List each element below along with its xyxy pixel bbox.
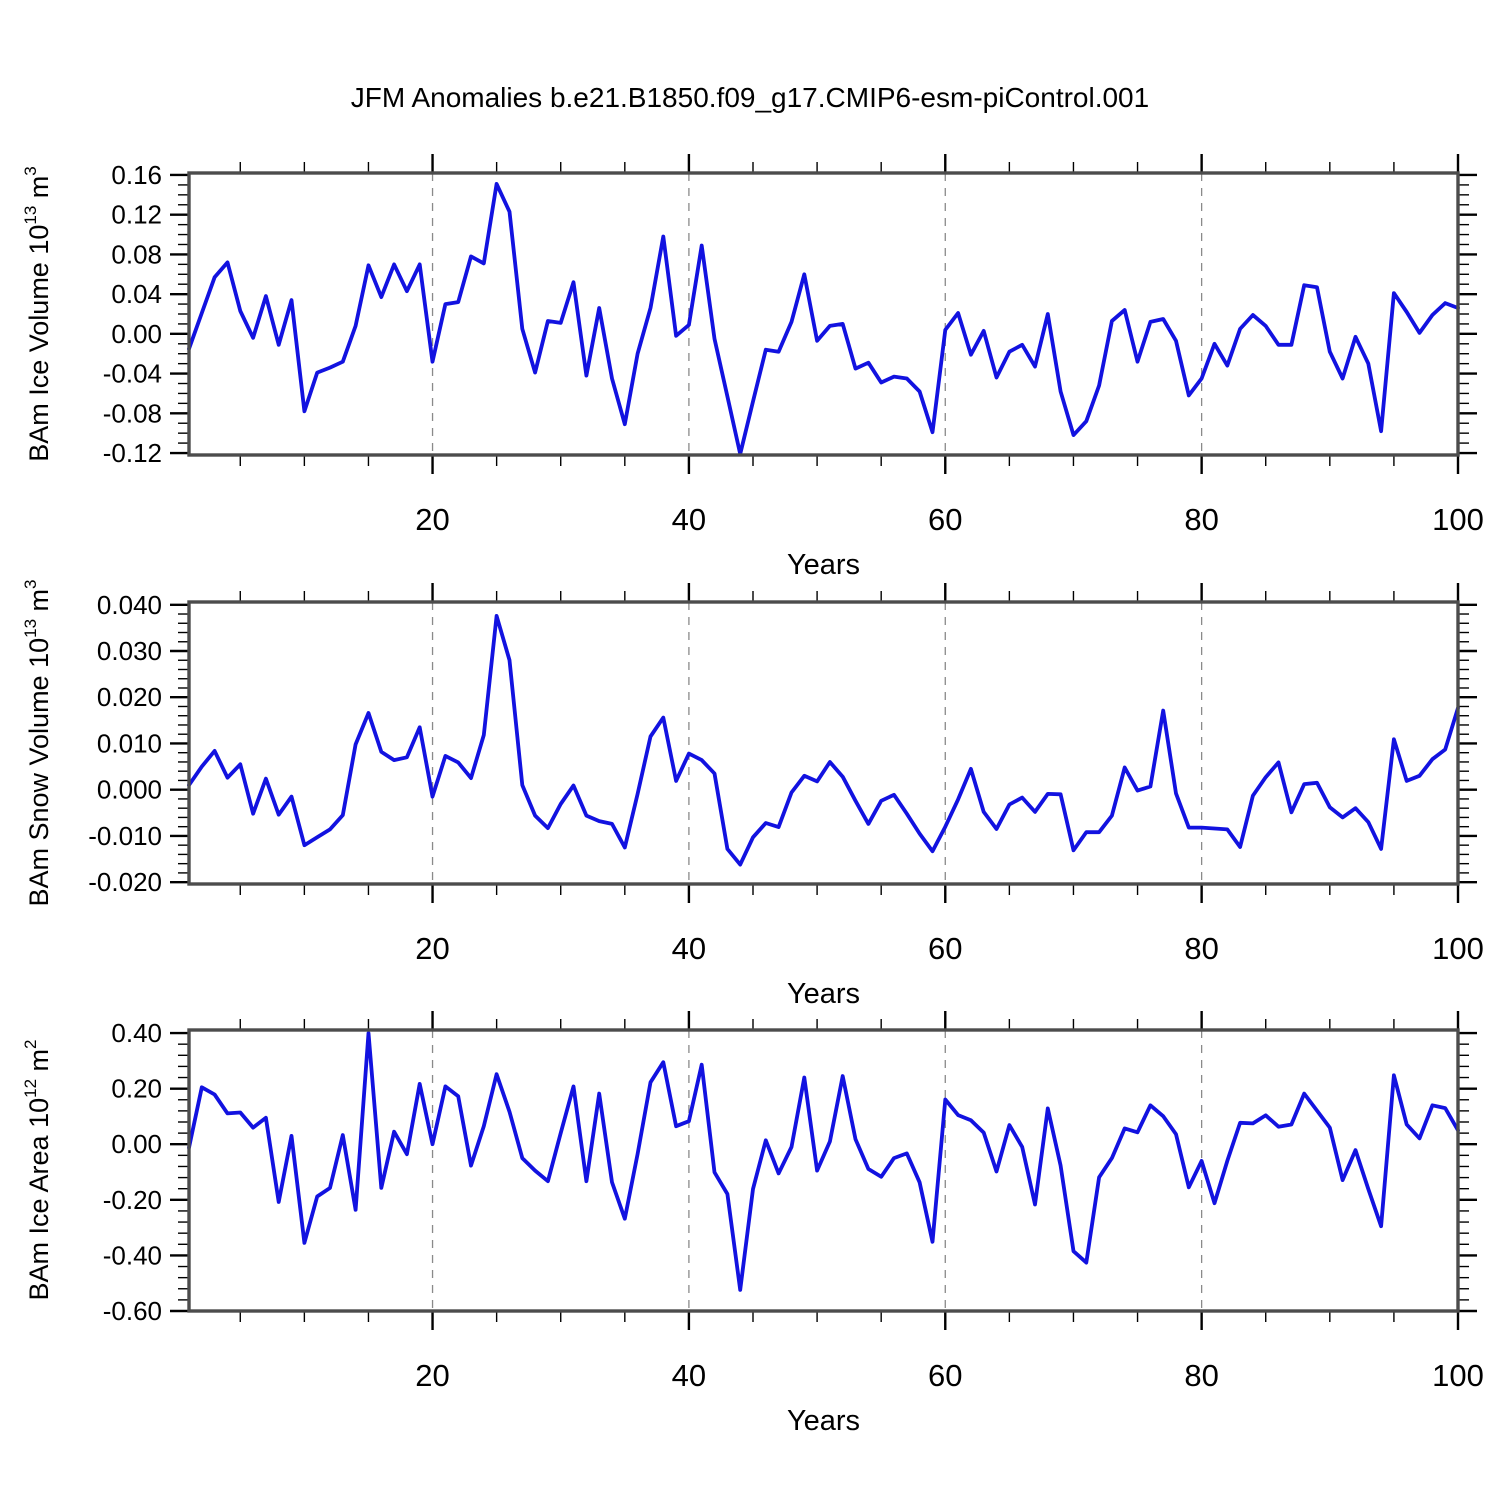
x-axis-title-panel2: Years (786, 978, 861, 1010)
x-axis-title-panel1: Years (786, 549, 861, 581)
y-tick-label: 0.16 (111, 160, 162, 190)
x-tick-label: 100 (1432, 1358, 1484, 1393)
y-tick-label: 0.20 (111, 1074, 162, 1104)
x-tick-label: 80 (1184, 1358, 1218, 1393)
y-axis-title-ice-area: BAm Ice Area 1012 m2 (21, 1039, 54, 1301)
x-tick-label: 60 (928, 1358, 962, 1393)
y-tick-label: -0.20 (103, 1185, 162, 1215)
x-tick-label: 80 (1184, 502, 1218, 537)
y-tick-label: 0.010 (97, 728, 162, 758)
y-tick-label: -0.010 (88, 821, 162, 851)
data-line (187, 614, 1460, 867)
x-tick-label: 80 (1184, 931, 1218, 966)
x-tick-label: 60 (928, 931, 962, 966)
chart-title: JFM Anomalies b.e21.B1850.f09_g17.CMIP6-… (350, 82, 1150, 113)
y-tick-label: 0.40 (111, 1018, 162, 1048)
y-tick-label: -0.60 (103, 1296, 162, 1326)
x-tick-label: 20 (415, 502, 449, 537)
y-tick-label: -0.12 (103, 438, 162, 468)
x-tick-label: 100 (1432, 502, 1484, 537)
y-axis-title-snow-volume: BAm Snow Volume 1013 m3 (21, 579, 54, 907)
data-line (187, 181, 1460, 456)
y-tick-label: 0.000 (97, 775, 162, 805)
plot-frame (187, 1028, 1460, 1313)
x-axis-title-panel3: Years (786, 1405, 861, 1437)
plot-frame (187, 600, 1460, 886)
y-tick-label: -0.04 (103, 359, 162, 389)
y-tick-label: 0.00 (111, 319, 162, 349)
x-tick-label: 60 (928, 502, 962, 537)
x-tick-label: 40 (672, 1358, 706, 1393)
data-line (187, 1031, 1460, 1292)
y-tick-label: 0.040 (97, 590, 162, 620)
x-tick-label: 100 (1432, 931, 1484, 966)
x-tick-label: 40 (672, 931, 706, 966)
y-tick-label: 0.020 (97, 682, 162, 712)
y-tick-label: 0.04 (111, 279, 162, 309)
x-tick-label: 20 (415, 1358, 449, 1393)
y-tick-label: 0.08 (111, 239, 162, 269)
y-tick-label: -0.40 (103, 1240, 162, 1270)
y-tick-label: -0.020 (88, 867, 162, 897)
x-tick-label: 20 (415, 931, 449, 966)
x-tick-label: 40 (672, 502, 706, 537)
y-tick-label: 0.00 (111, 1129, 162, 1159)
y-tick-label: -0.08 (103, 398, 162, 428)
y-tick-label: 0.12 (111, 200, 162, 230)
y-axis-title-ice-volume: BAm Ice Volume 1013 m3 (21, 166, 54, 462)
y-tick-label: 0.030 (97, 636, 162, 666)
plot-frame (187, 171, 1460, 457)
